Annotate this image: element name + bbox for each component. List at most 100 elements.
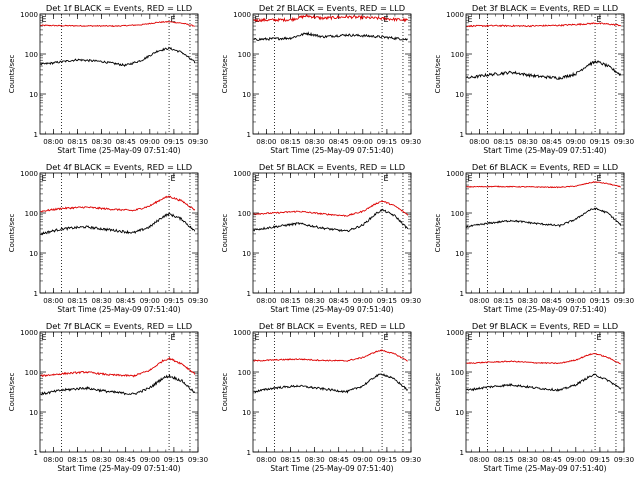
y-tick-label: 10 <box>455 91 464 99</box>
chart-panel-8: Det 8f BLACK = Events, RED = LLD 1 10 100 10… <box>221 321 421 473</box>
marker-label: E <box>597 174 602 183</box>
x-tick-label: 09:15 <box>164 297 184 305</box>
x-tick-label: 09:00 <box>566 456 586 464</box>
series-line-2 <box>40 212 196 236</box>
series-line-2 <box>40 46 196 68</box>
y-axis-label: Counts/sec <box>221 373 229 412</box>
series-line-1 <box>40 356 196 378</box>
chart-title: Det 8f BLACK = Events, RED = LLD <box>259 321 405 331</box>
x-tick-label: 08:00 <box>256 456 276 464</box>
x-tick-label: 09:30 <box>614 138 634 146</box>
chart-panel-5: Det 5f BLACK = Events, RED = LLD 1 10 100 10… <box>221 162 421 314</box>
x-tick-label: 08:15 <box>280 456 300 464</box>
x-tick-label: 09:30 <box>614 297 634 305</box>
y-axis-label: Counts/sec <box>8 55 16 94</box>
x-tick-label: 08:30 <box>517 297 537 305</box>
x-tick-label: 09:30 <box>401 138 421 146</box>
y-tick-label: 1000 <box>446 11 464 19</box>
x-tick-label: 09:15 <box>590 138 610 146</box>
x-axis-label: Start Time (25-May-09 07:51:40) <box>270 146 393 155</box>
marker-label: E <box>171 15 176 24</box>
x-tick-label: 08:30 <box>304 456 324 464</box>
chart-panel-9: Det 9f BLACK = Events, RED = LLD 1 10 100 10… <box>434 321 634 473</box>
chart-panel-7: Det 7f BLACK = Events, RED = LLD 1 10 100 10… <box>8 321 208 473</box>
y-tick-label: 1000 <box>233 11 251 19</box>
x-tick-label: 08:00 <box>469 297 489 305</box>
chart-panel-2: Det 2f BLACK = Events, RED = LLD 1 10 100 10… <box>221 3 421 155</box>
marker-label: E <box>41 174 46 183</box>
y-tick-label: 1 <box>247 131 251 139</box>
x-axis-label: Start Time (25-May-09 07:51:40) <box>57 146 180 155</box>
marker-label: E <box>254 333 259 342</box>
y-tick-label: 1 <box>460 131 464 139</box>
x-tick-label: 09:15 <box>164 456 184 464</box>
plot-frame <box>39 331 199 453</box>
series-line-1 <box>253 349 408 362</box>
plot-frame <box>39 172 199 294</box>
x-tick-label: 08:45 <box>329 297 349 305</box>
x-tick-label: 08:15 <box>280 138 300 146</box>
y-tick-label: 1000 <box>446 329 464 337</box>
x-tick-label: 08:45 <box>116 456 136 464</box>
y-tick-label: 100 <box>238 369 251 377</box>
x-tick-label: 08:15 <box>493 456 513 464</box>
x-tick-label: 08:45 <box>329 138 349 146</box>
y-tick-label: 1000 <box>20 170 38 178</box>
x-tick-label: 09:15 <box>590 297 610 305</box>
chart-title: Det 1f BLACK = Events, RED = LLD <box>46 3 192 13</box>
x-tick-label: 08:00 <box>469 456 489 464</box>
x-tick-label: 09:00 <box>140 297 160 305</box>
series-line-1 <box>466 22 621 28</box>
x-tick-label: 09:15 <box>377 138 397 146</box>
x-tick-label: 08:15 <box>493 138 513 146</box>
chart-title: Det 7f BLACK = Events, RED = LLD <box>46 321 192 331</box>
y-tick-label: 10 <box>242 91 251 99</box>
x-tick-label: 08:45 <box>542 138 562 146</box>
y-tick-label: 10 <box>29 250 38 258</box>
x-tick-label: 09:30 <box>614 456 634 464</box>
x-tick-label: 09:15 <box>377 456 397 464</box>
y-tick-label: 1 <box>460 290 464 298</box>
y-tick-label: 10 <box>29 409 38 417</box>
marker-label: E <box>467 333 472 342</box>
x-tick-label: 08:30 <box>517 456 537 464</box>
x-axis-label: Start Time (25-May-09 07:51:40) <box>57 464 180 473</box>
x-tick-label: 09:30 <box>401 297 421 305</box>
y-tick-label: 100 <box>238 51 251 59</box>
x-tick-label: 08:30 <box>91 456 111 464</box>
y-tick-label: 1000 <box>20 329 38 337</box>
chart-title: Det 6f BLACK = Events, RED = LLD <box>472 162 618 172</box>
chart-panel-1: Det 1f BLACK = Events, RED = LLD 1 10 100 10… <box>8 3 208 155</box>
series-line-1 <box>40 195 196 213</box>
x-tick-label: 09:15 <box>590 456 610 464</box>
marker-label: E <box>171 333 176 342</box>
y-tick-label: 100 <box>451 369 464 377</box>
plot-frame <box>39 13 199 135</box>
marker-label: E <box>41 15 46 24</box>
y-tick-label: 1 <box>460 449 464 457</box>
series-line-1 <box>253 200 409 217</box>
x-tick-label: 09:00 <box>140 456 160 464</box>
y-tick-label: 1000 <box>446 170 464 178</box>
x-tick-label: 09:30 <box>188 456 208 464</box>
y-tick-label: 1 <box>34 131 38 139</box>
x-tick-label: 08:45 <box>329 456 349 464</box>
y-tick-label: 10 <box>242 250 251 258</box>
marker-label: E <box>254 174 259 183</box>
plot-frame <box>252 331 412 453</box>
chart-title: Det 2f BLACK = Events, RED = LLD <box>259 3 405 13</box>
x-axis-label: Start Time (25-May-09 07:51:40) <box>57 305 180 314</box>
x-tick-label: 09:30 <box>188 297 208 305</box>
y-tick-label: 100 <box>451 51 464 59</box>
chart-title: Det 3f BLACK = Events, RED = LLD <box>472 3 618 13</box>
chart-title: Det 4f BLACK = Events, RED = LLD <box>46 162 192 172</box>
x-tick-label: 08:30 <box>304 138 324 146</box>
x-tick-label: 08:45 <box>116 297 136 305</box>
x-tick-label: 08:00 <box>469 138 489 146</box>
series-line-2 <box>253 31 408 41</box>
x-tick-label: 09:30 <box>188 138 208 146</box>
series-line-2 <box>466 207 622 228</box>
y-tick-label: 1 <box>247 290 251 298</box>
x-tick-label: 08:45 <box>116 138 136 146</box>
x-tick-label: 08:15 <box>493 297 513 305</box>
